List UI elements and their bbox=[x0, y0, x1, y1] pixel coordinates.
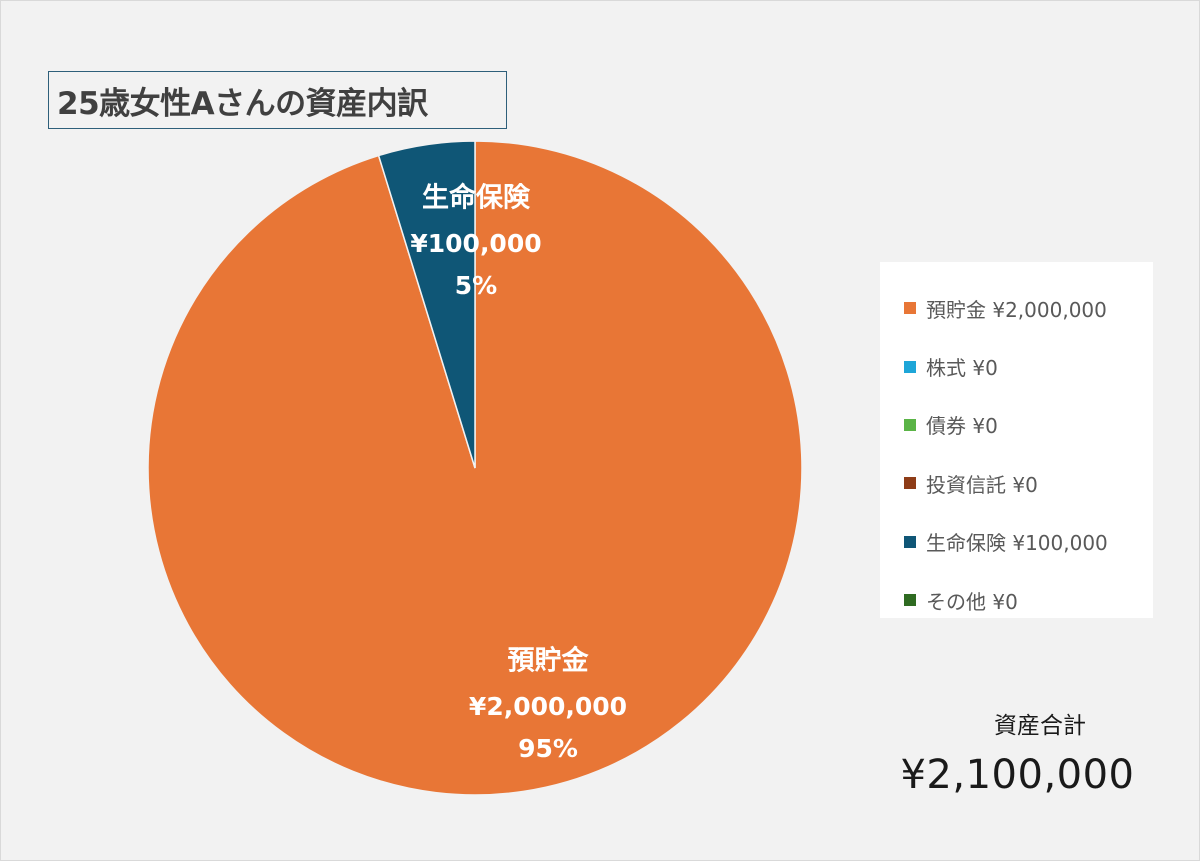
legend-label-1: 預貯金 ¥2,000,000 bbox=[926, 297, 1107, 322]
legend-item-1: 預貯金 ¥2,000,000 bbox=[880, 279, 1153, 337]
total-label: 資産合計 bbox=[994, 713, 1086, 739]
legend-swatch-2 bbox=[904, 360, 916, 373]
data-label-percent-5: 5% bbox=[455, 271, 497, 300]
chart-title-box: 25歳女性Aさんの資産内訳 bbox=[48, 71, 507, 129]
legend-item-6: その他 ¥0 bbox=[880, 571, 1153, 629]
legend-label-2: 株式 ¥0 bbox=[926, 356, 998, 381]
pie-slice-5 bbox=[377, 140, 476, 469]
legend-swatch-1 bbox=[904, 302, 916, 315]
data-label-percent-1: 95% bbox=[518, 734, 578, 763]
legend-swatch-6 bbox=[904, 594, 916, 607]
chart-legend: 預貯金 ¥2,000,000 株式 ¥0 債券 ¥0 投資信託 ¥0 生命保険 ¥100… bbox=[880, 262, 1153, 618]
legend-swatch-3 bbox=[904, 418, 916, 431]
data-label-category-1: 預貯金 bbox=[508, 645, 590, 677]
data-label-value-1: ¥2,000,000 bbox=[469, 692, 627, 721]
data-label-category-5: 生命保険 bbox=[422, 182, 531, 214]
legend-item-3: 債券 ¥0 bbox=[880, 396, 1153, 454]
data-label-value-5: ¥100,000 bbox=[410, 229, 541, 258]
total-value: ¥2,100,000 bbox=[900, 752, 1135, 798]
legend-swatch-4 bbox=[904, 477, 916, 490]
legend-label-4: 投資信託 ¥0 bbox=[926, 472, 1038, 497]
chart-title: 25歳女性Aさんの資産内訳 bbox=[57, 85, 428, 122]
legend-label-3: 債券 ¥0 bbox=[926, 414, 998, 439]
legend-item-4: 投資信託 ¥0 bbox=[880, 454, 1153, 512]
legend-swatch-5 bbox=[904, 535, 916, 548]
legend-label-6: その他 ¥0 bbox=[926, 589, 1018, 614]
legend-label-5: 生命保険 ¥100,000 bbox=[926, 531, 1108, 556]
legend-item-2: 株式 ¥0 bbox=[880, 337, 1153, 395]
legend-item-5: 生命保険 ¥100,000 bbox=[880, 513, 1153, 571]
